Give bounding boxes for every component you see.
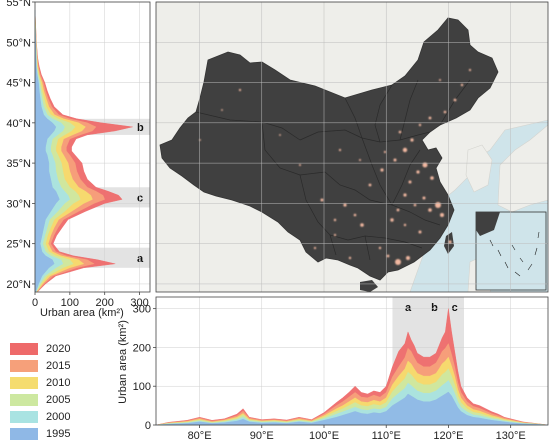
legend-label: 2020	[46, 342, 71, 355]
neighbor-land-korea	[465, 144, 493, 193]
legend-swatch	[10, 342, 38, 355]
legend-label: 2015	[46, 359, 71, 372]
map-frame	[155, 1, 549, 293]
latitude-profile-frame	[34, 1, 151, 293]
lon-tick-label: 130°E	[496, 430, 526, 442]
legend-item-2015: 2015	[10, 357, 130, 374]
legend-item-1995: 1995	[10, 425, 130, 442]
province-borders	[195, 79, 471, 261]
band-label-c: c	[452, 302, 458, 314]
lon-series-1995	[155, 391, 549, 426]
area-tick-label: 0	[32, 297, 38, 309]
latitude-profile-panel: b c a 55°N 50°N 45°N 40°N 35°N 30°N 25°N 20°N0 100…	[6, 0, 151, 319]
legend-item-2010: 2010	[10, 374, 130, 391]
lon-tick-label: 120°E	[433, 430, 463, 442]
legend-label: 2010	[46, 376, 71, 389]
longitude-profile-grid	[156, 297, 548, 425]
lat-tick-label: 25°N	[6, 239, 31, 251]
lat-tick-label: 30°N	[6, 198, 31, 210]
latitude-profile-ticks: 55°N 50°N 45°N 40°N 35°N 30°N 25°N 20°N0 100 200 3…	[6, 0, 148, 309]
area-tick-label: 300	[133, 304, 151, 316]
legend-swatch	[10, 410, 38, 423]
legend-label: 2000	[46, 410, 71, 423]
lon-tick-label: 80°E	[188, 430, 212, 442]
area-tick-label: 100	[61, 297, 79, 309]
band-label-a: a	[405, 302, 412, 314]
band-label-b: b	[431, 302, 438, 314]
china-landmass	[159, 17, 499, 281]
band-label-a: a	[137, 253, 144, 265]
longitude-profile-panel: a b c 0 100 200 300 80°E 90°E 100°E 110°E 120°E 130…	[117, 296, 549, 442]
legend-label: 1995	[46, 427, 71, 440]
longitude-profile-ticks: 0 100 200 300 80°E 90°E 100°E 110°E 120°E 130°E	[133, 304, 526, 442]
lat-tick-label: 50°N	[6, 37, 31, 49]
area-tick-label: 200	[96, 297, 114, 309]
lat-tick-label: 45°N	[6, 78, 31, 90]
map-panel	[155, 1, 549, 293]
lat-tick-label: 20°N	[6, 279, 31, 291]
latitude-profile-axis-title: Urban area (km²)	[40, 307, 124, 319]
legend-swatch	[10, 376, 38, 389]
lon-tick-label: 90°E	[250, 430, 274, 442]
area-tick-label: 200	[133, 342, 151, 354]
legend-label: 2005	[46, 393, 71, 406]
area-tick-label: 300	[130, 297, 148, 309]
legend-item-2005: 2005	[10, 391, 130, 408]
latitude-profile-series	[34, 10, 133, 293]
band-label-c: c	[137, 192, 143, 204]
legend-swatch	[10, 359, 38, 372]
band-label-b: b	[137, 122, 144, 134]
legend: 2020 2015 2010 2005 2000 1995	[10, 340, 130, 442]
legend-item-2000: 2000	[10, 408, 130, 425]
area-tick-label: 0	[145, 420, 151, 432]
legend-swatch	[10, 427, 38, 440]
lon-tick-label: 100°E	[309, 430, 339, 442]
lat-tick-label: 35°N	[6, 158, 31, 170]
lat-tick-label: 55°N	[6, 0, 31, 9]
legend-swatch	[10, 393, 38, 406]
lat-series-1995	[34, 10, 60, 293]
longitude-profile-frame	[155, 296, 549, 426]
hainan-island	[360, 280, 378, 292]
longitude-profile-series	[155, 308, 549, 426]
legend-item-2020: 2020	[10, 340, 130, 357]
lon-tick-label: 110°E	[372, 430, 401, 442]
lat-tick-label: 40°N	[6, 118, 31, 130]
area-tick-label: 100	[133, 381, 151, 393]
south-china-sea-inset	[475, 211, 547, 291]
longitude-profile-axis-title: Urban area (km²)	[117, 320, 129, 404]
